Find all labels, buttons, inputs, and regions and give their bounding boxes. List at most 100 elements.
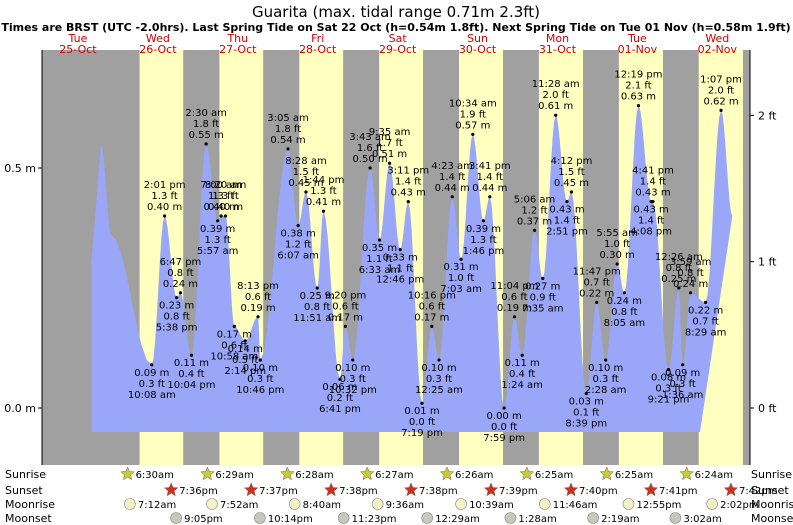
moonrise-time: 9:36am — [386, 500, 424, 511]
tide-feet: 0.0 ft — [491, 422, 517, 433]
tide-feet: 1.3 ft — [470, 235, 496, 246]
tide-meters: 0.19 m — [240, 303, 275, 314]
tide-meters: 0.63 m — [621, 92, 656, 103]
tide-meters: 0.61 m — [538, 101, 573, 112]
tide-feet: 1.3 ft — [204, 235, 230, 246]
tide-point — [343, 324, 348, 328]
tide-meters: 0.09 m — [665, 368, 700, 379]
tide-time: 1:44 pm — [303, 175, 345, 186]
tide-time: 11:51 am — [293, 313, 341, 324]
tide-point — [459, 257, 463, 261]
tide-point — [622, 291, 626, 295]
tide-meters: 0.43 m — [635, 188, 670, 199]
sun-moon-table: Sunrise Sunset Moonrise Moonset Sunrise … — [5, 466, 793, 525]
tide-feet: 0.3 ft — [426, 374, 452, 385]
tide-time: 12:46 pm — [376, 275, 424, 286]
tide-feet: 1.9 ft — [460, 109, 486, 120]
day-weekday: Tue — [68, 32, 88, 45]
tide-feet: 0.3 ft — [670, 379, 696, 390]
tide-meters: 0.11 m — [505, 358, 540, 369]
tide-feet: 0.3 ft — [655, 384, 681, 395]
tide-point — [615, 262, 619, 266]
tide-feet: 2.0 ft — [543, 90, 569, 101]
tide-meters: 0.23 m — [159, 301, 194, 312]
tide-point — [387, 161, 392, 165]
tide-meters: 0.62 m — [703, 96, 738, 107]
tide-feet: 1.8 ft — [193, 119, 219, 130]
tide-meters: 0.25 m — [661, 274, 696, 285]
sunrise-time: 6:24am — [695, 470, 733, 481]
tide-point — [565, 200, 569, 204]
tide-point — [178, 291, 183, 295]
row-label-moonset-right: Moonset — [751, 512, 793, 525]
tide-point — [243, 339, 247, 343]
tide-meters: 0.39 m — [466, 224, 501, 235]
tide-point — [304, 190, 308, 194]
chart-subtitle: Times are BRST (UTC -2.0hrs). Last Sprin… — [1, 21, 790, 34]
day-weekday: Mon — [546, 32, 569, 45]
tide-meters: 0.57 m — [455, 120, 490, 131]
tide-feet: 2.0 ft — [708, 85, 734, 96]
tide-point — [677, 286, 681, 290]
tide-point — [512, 315, 517, 319]
moonset-icon — [421, 512, 433, 524]
sunset-time: 7:40pm — [579, 486, 618, 497]
tide-time: 9:21 pm — [648, 395, 690, 406]
tide-point — [420, 401, 424, 405]
day-weekday: Wed — [146, 32, 170, 45]
sunset-time: 7:39pm — [499, 486, 538, 497]
tide-feet: 0.8 ft — [304, 302, 330, 313]
tide-time: 6:07 am — [277, 251, 319, 262]
sunset-time: 7:42pm — [739, 486, 778, 497]
tide-time: 2:14 pm — [224, 366, 266, 377]
moonrise-icon — [538, 498, 551, 510]
tide-time: 7:35 am — [522, 303, 564, 314]
tide-feet: 0.5 ft — [232, 355, 258, 366]
tide-point — [569, 190, 574, 194]
tide-time: 12:26 am — [655, 252, 703, 263]
moonrise-icon — [706, 498, 718, 510]
tide-point — [471, 132, 475, 136]
tide-meters: 0.22 m — [579, 288, 614, 299]
tide-time: 7:00 am — [200, 180, 242, 191]
tide-time: 4:12 pm — [551, 156, 593, 167]
tide-meters: 0.40 m — [204, 202, 239, 213]
moonrise-time: 11:46am — [553, 500, 598, 511]
sunset-icon — [243, 482, 259, 497]
day-date: 31-Oct — [539, 43, 577, 56]
tide-feet: 0.2 ft — [327, 393, 353, 404]
tide-meters: 0.40 m — [147, 202, 182, 213]
tide-time: 1:07 pm — [700, 74, 742, 85]
tide-time: 1:36 am — [662, 390, 704, 401]
tide-point — [232, 324, 236, 328]
day-date: 26-Oct — [139, 43, 177, 56]
tide-time: 8:39 pm — [565, 419, 607, 430]
moonrise-time: 10:39am — [469, 500, 514, 511]
moonrise-time: 7:12am — [138, 500, 176, 511]
tide-meters: 0.19 m — [497, 303, 532, 314]
tide-feet: 0.4 ft — [509, 369, 535, 380]
tide-time: 7:03 am — [440, 284, 482, 295]
moonrise-time: 12:55pm — [636, 500, 681, 511]
tide-point — [430, 324, 434, 328]
sunrise-icon — [439, 466, 455, 481]
tide-meters: 0.45 m — [288, 178, 323, 189]
tide-feet: 1.7 ft — [376, 138, 402, 149]
tide-feet: 2.1 ft — [625, 81, 651, 92]
tide-time: 5:55 am — [596, 228, 638, 239]
day-date: 29-Oct — [379, 43, 417, 56]
tide-meters: 0.24 m — [673, 279, 708, 290]
tide-feet: 1.5 ft — [293, 167, 319, 178]
tide-feet: 0.6 ft — [501, 292, 527, 303]
tide-meters: 0.24 m — [163, 279, 198, 290]
tide-point — [541, 276, 545, 280]
moonrise-icon — [288, 498, 301, 510]
tide-time: 8:13 pm — [237, 281, 279, 292]
sunset-icon — [563, 482, 579, 497]
tide-time: 11:04 pm — [490, 281, 538, 292]
tide-meters: 0.39 m — [200, 224, 235, 235]
tide-meters: 0.44 m — [435, 183, 470, 194]
tide-time: 7:19 pm — [401, 428, 443, 439]
tide-time: 10:16 pm — [408, 290, 456, 301]
